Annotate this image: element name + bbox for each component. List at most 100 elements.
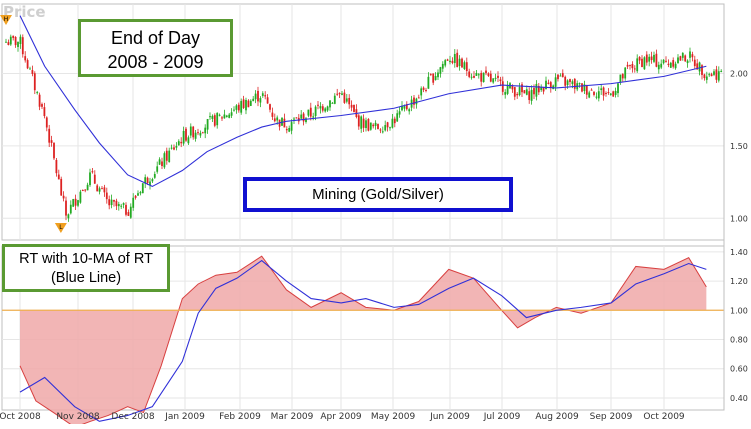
candle-body <box>293 118 295 120</box>
candle-body <box>158 159 161 165</box>
candle-body <box>681 52 684 58</box>
candle-body <box>396 113 399 122</box>
candle-body <box>489 73 492 82</box>
candle-body <box>266 97 269 104</box>
rt-point <box>341 292 342 293</box>
candle-body <box>12 35 15 38</box>
candle-body <box>456 52 459 68</box>
candle-body <box>31 70 34 74</box>
candle-body <box>561 73 564 77</box>
candle-body <box>312 116 315 118</box>
rt-point <box>53 412 54 413</box>
candle-body <box>602 87 605 96</box>
candle-body <box>571 81 574 85</box>
candle-body <box>405 104 408 110</box>
candle-body <box>569 79 571 82</box>
rt-point <box>706 286 707 287</box>
candle-body <box>417 97 420 99</box>
candle-body <box>295 117 298 119</box>
candle-body <box>691 54 694 58</box>
price-close-point <box>626 70 627 71</box>
candle-body <box>300 114 303 119</box>
candle-body <box>537 85 540 93</box>
rt-legend-box: RT with 10-MA of RT (Blue Line) <box>2 244 170 292</box>
candle-body <box>657 64 660 70</box>
price-close-point <box>261 93 262 94</box>
candle-body <box>480 72 483 82</box>
candle-body <box>362 118 365 128</box>
candle-body <box>437 72 439 78</box>
candle-body <box>535 83 538 97</box>
candle-body <box>518 87 521 96</box>
candle-body <box>669 62 672 68</box>
x-tick-label: Jun 2009 <box>429 412 470 422</box>
candle-body <box>211 115 214 119</box>
candle-body <box>228 114 231 118</box>
candle-body <box>343 92 346 103</box>
price-close-point <box>610 93 611 94</box>
price-close-point <box>556 79 557 80</box>
candle-body <box>408 109 411 112</box>
rt-y-tick-label: 1.00 <box>730 306 748 315</box>
candle-body <box>357 115 360 127</box>
candle-body <box>221 117 223 119</box>
candle-body <box>554 77 557 87</box>
candle-body <box>41 104 43 107</box>
candle-body <box>81 190 84 192</box>
candle-body <box>559 75 562 77</box>
candle-body <box>451 60 454 63</box>
x-tick-label: Oct 2009 <box>643 412 685 422</box>
candle-body <box>48 128 51 143</box>
candle-body <box>14 36 17 46</box>
candle-body <box>305 118 307 123</box>
candle-body <box>705 76 708 80</box>
title-box: End of Day 2008 - 2009 <box>78 19 233 77</box>
candle-body <box>223 114 226 119</box>
candle-body <box>381 131 384 133</box>
title-line-2: 2008 - 2009 <box>107 52 204 72</box>
rt-point <box>35 400 36 401</box>
candle-body <box>276 117 279 121</box>
rt-point <box>236 272 237 273</box>
candle-body <box>617 83 619 94</box>
candle-body <box>494 77 497 79</box>
candle-body <box>511 86 514 90</box>
candle-body <box>271 112 274 117</box>
high-marker-label: H <box>4 16 9 23</box>
candle-body <box>398 111 401 115</box>
candle-body <box>137 193 139 196</box>
candle-body <box>120 205 123 207</box>
candle-body <box>662 59 665 64</box>
candle-body <box>393 118 396 124</box>
price-y-tick-label: 2.00 <box>730 69 748 78</box>
candle-body <box>5 41 7 43</box>
price-close-point <box>473 73 474 74</box>
candle-body <box>139 192 142 194</box>
candle-body <box>319 106 322 109</box>
candle-body <box>93 174 96 184</box>
rt-point <box>286 289 287 290</box>
rt-y-tick-label: 0.40 <box>730 394 748 403</box>
candle-body <box>194 132 197 139</box>
rt-legend-line-1: RT with 10-MA of RT <box>19 251 153 267</box>
candle-body <box>713 71 715 75</box>
x-tick-label: May 2009 <box>371 412 416 422</box>
candle-body <box>117 204 120 207</box>
candle-body <box>134 195 137 198</box>
candle-body <box>206 118 209 130</box>
price-header-label: Price <box>3 3 46 21</box>
rt-y-tick-label: 1.40 <box>730 248 748 257</box>
candle-body <box>636 58 639 72</box>
candle-body <box>67 214 70 219</box>
candle-body <box>180 141 183 144</box>
candle-body <box>588 92 591 98</box>
candle-body <box>542 87 545 92</box>
price-close-point <box>356 119 357 120</box>
candle-body <box>626 64 629 67</box>
candle-body <box>290 122 293 131</box>
candle-body <box>326 106 329 111</box>
price-close-point <box>108 203 109 204</box>
candle-body <box>710 74 713 77</box>
candle-body <box>249 100 252 106</box>
price-close-point <box>501 84 502 85</box>
